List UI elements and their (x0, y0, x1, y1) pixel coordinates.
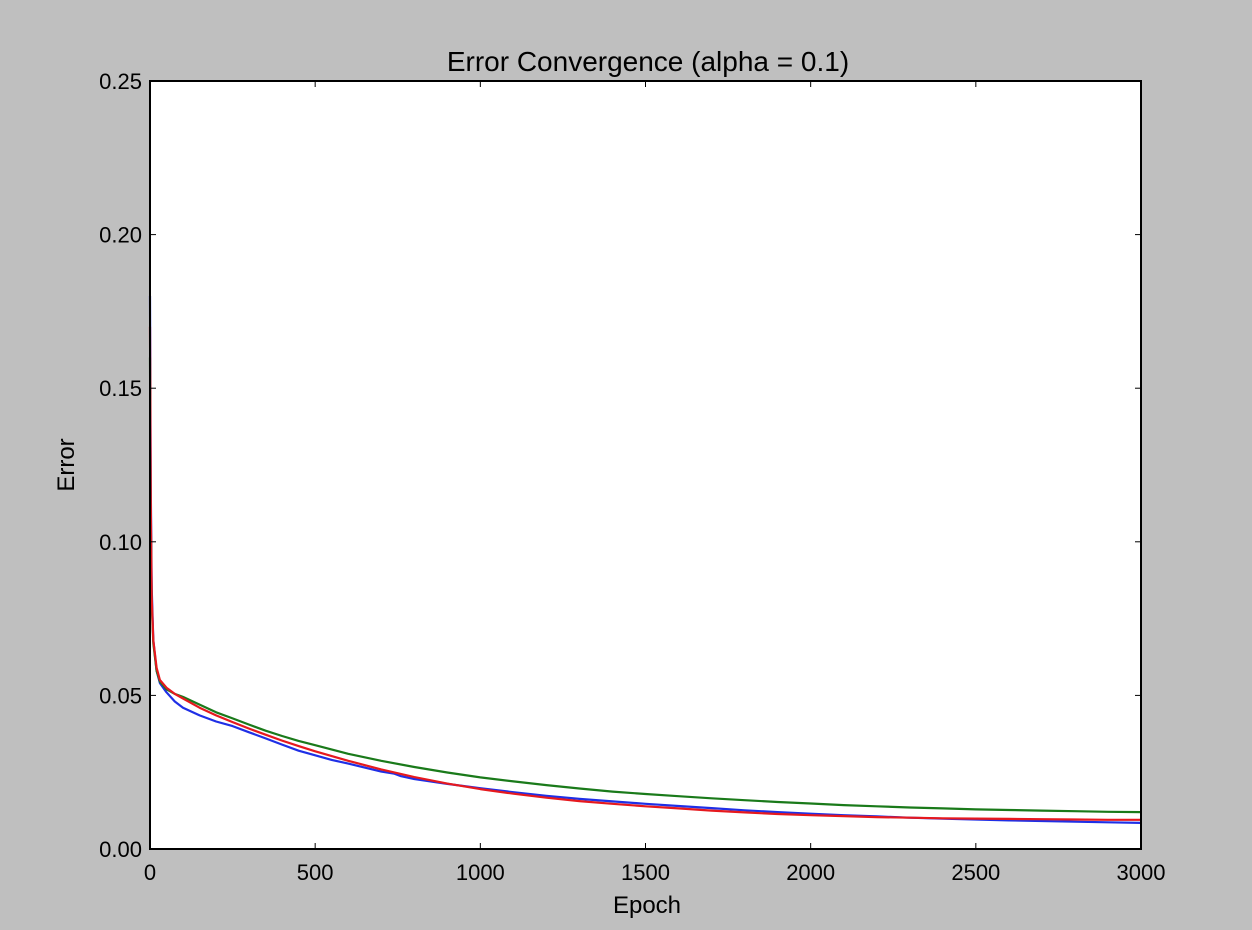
y-axis-label: Error (53, 438, 80, 491)
x-tick-label: 3000 (1117, 860, 1166, 885)
x-tick-label: 1000 (456, 860, 505, 885)
ticks-layer: 0 500 1000 1500 2000 2500 3000 0.00 0.05 0.10 0.15… (99, 69, 1165, 885)
y-tick-label: 0.00 (99, 837, 142, 862)
x-tick-label: 0 (144, 860, 156, 885)
chart-title: Error Convergence (alpha = 0.1) (447, 46, 849, 77)
x-tick-label: 500 (297, 860, 334, 885)
y-tick-label: 0.15 (99, 376, 142, 401)
series-line-2 (148, 326, 1141, 821)
plot-frame (149, 80, 1142, 850)
x-tick-label: 1500 (621, 860, 670, 885)
x-axis-label: Epoch (613, 892, 681, 919)
x-tick-label: 2500 (951, 860, 1000, 885)
x-tick-label: 2000 (786, 860, 835, 885)
y-tick-label: 0.20 (99, 223, 142, 248)
y-tick-label: 0.10 (99, 530, 142, 555)
y-tick-label: 0.05 (99, 683, 142, 708)
y-tick-label: 0.25 (99, 69, 142, 94)
series-layer (148, 295, 1142, 824)
plot-area (150, 81, 1141, 849)
